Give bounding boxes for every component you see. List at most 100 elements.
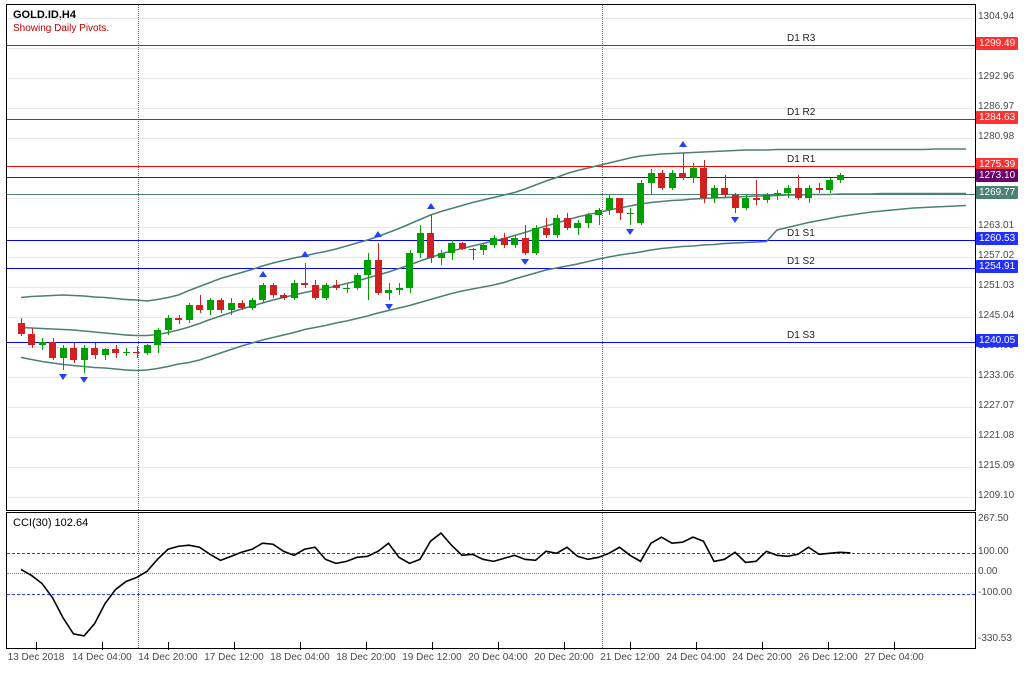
price-tick: 1304.94 — [978, 11, 1014, 22]
candle[interactable] — [81, 348, 88, 361]
candle[interactable] — [270, 285, 277, 295]
candle[interactable] — [826, 180, 833, 190]
candle[interactable] — [648, 173, 655, 183]
candle[interactable] — [364, 260, 371, 275]
candle[interactable] — [805, 188, 812, 198]
price-tick: 1251.03 — [978, 280, 1014, 291]
price-tick: 1280.98 — [978, 131, 1014, 142]
time-tick: 26 Dec 12:00 — [798, 652, 858, 663]
candle[interactable] — [91, 348, 98, 356]
candle[interactable] — [742, 198, 749, 208]
candle[interactable] — [102, 349, 109, 356]
candle[interactable] — [448, 243, 455, 253]
time-tick: 19 Dec 12:00 — [402, 652, 462, 663]
candle[interactable] — [753, 198, 760, 201]
candle[interactable] — [438, 253, 445, 258]
candle[interactable] — [585, 215, 592, 223]
candle[interactable] — [396, 288, 403, 291]
cci-tick: -100.00 — [978, 587, 1012, 598]
candle[interactable] — [816, 188, 823, 191]
candle[interactable] — [291, 283, 298, 298]
candle[interactable] — [385, 290, 392, 293]
candle[interactable] — [333, 285, 340, 288]
candle[interactable] — [490, 238, 497, 246]
candle[interactable] — [154, 330, 161, 345]
candle[interactable] — [532, 228, 539, 253]
cci-indicator-pane[interactable]: CCI(30) 102.64 — [6, 512, 976, 649]
candle[interactable] — [228, 303, 235, 311]
candle[interactable] — [354, 275, 361, 288]
time-x-axis: 13 Dec 201814 Dec 04:0014 Dec 20:0017 De… — [6, 650, 974, 678]
candle[interactable] — [259, 285, 266, 300]
price-tick: 1245.04 — [978, 310, 1014, 321]
candle[interactable] — [112, 349, 119, 353]
candle[interactable] — [553, 218, 560, 236]
candle[interactable] — [217, 300, 224, 310]
candle[interactable] — [627, 213, 634, 214]
fractal-marker — [80, 377, 88, 383]
candle[interactable] — [469, 249, 476, 250]
candle[interactable] — [301, 283, 308, 286]
candle[interactable] — [721, 188, 728, 196]
candle[interactable] — [679, 173, 686, 178]
candle[interactable] — [165, 318, 172, 331]
candle[interactable] — [459, 243, 466, 249]
candle[interactable] — [669, 173, 676, 188]
price-tag: 1240.05 — [976, 334, 1018, 347]
candle[interactable] — [501, 238, 508, 246]
candle[interactable] — [186, 305, 193, 320]
candle[interactable] — [690, 168, 697, 178]
candle[interactable] — [616, 198, 623, 213]
candle[interactable] — [711, 188, 718, 198]
candle[interactable] — [427, 233, 434, 258]
price-y-axis: 1304.941298.951292.961286.971280.981275.… — [976, 4, 1024, 509]
candle[interactable] — [658, 173, 665, 188]
candle[interactable] — [18, 323, 25, 334]
candle[interactable] — [123, 352, 130, 353]
price-tick: 1233.06 — [978, 370, 1014, 381]
candle[interactable] — [406, 253, 413, 288]
candle[interactable] — [522, 238, 529, 253]
candle[interactable] — [574, 223, 581, 228]
candle[interactable] — [732, 195, 739, 208]
candle[interactable] — [511, 238, 518, 246]
candle[interactable] — [196, 305, 203, 310]
candle[interactable] — [133, 352, 140, 353]
price-chart-pane[interactable]: GOLD.ID,H4 Showing Daily Pivots. D1 R3D1… — [6, 4, 976, 511]
candle[interactable] — [70, 348, 77, 361]
candle[interactable] — [564, 218, 571, 228]
candle[interactable] — [595, 210, 602, 215]
candle[interactable] — [60, 348, 67, 358]
candle[interactable] — [249, 300, 256, 308]
fractal-marker — [259, 271, 267, 277]
candle[interactable] — [49, 342, 56, 358]
candle[interactable] — [700, 168, 707, 198]
candle[interactable] — [39, 342, 46, 346]
candle[interactable] — [238, 303, 245, 308]
candle[interactable] — [774, 193, 781, 196]
candle[interactable] — [207, 300, 214, 310]
candle[interactable] — [312, 285, 319, 298]
candle[interactable] — [28, 334, 35, 346]
time-tick: 18 Dec 20:00 — [336, 652, 396, 663]
candle[interactable] — [795, 188, 802, 198]
candle[interactable] — [375, 260, 382, 293]
cci-line — [7, 513, 975, 648]
candle[interactable] — [480, 245, 487, 250]
candle[interactable] — [175, 318, 182, 321]
candle[interactable] — [837, 175, 844, 180]
candle[interactable] — [543, 228, 550, 236]
cci-tick: 100.00 — [978, 546, 1009, 557]
time-tick: 27 Dec 04:00 — [864, 652, 924, 663]
candle[interactable] — [637, 183, 644, 223]
candle[interactable] — [606, 198, 613, 211]
time-tick: 17 Dec 12:00 — [204, 652, 264, 663]
candle[interactable] — [144, 345, 151, 353]
time-tick: 21 Dec 12:00 — [600, 652, 660, 663]
candle[interactable] — [322, 285, 329, 298]
candle[interactable] — [417, 233, 424, 253]
candle[interactable] — [280, 295, 287, 298]
candle[interactable] — [343, 288, 350, 289]
candle[interactable] — [763, 195, 770, 200]
candle[interactable] — [784, 188, 791, 193]
